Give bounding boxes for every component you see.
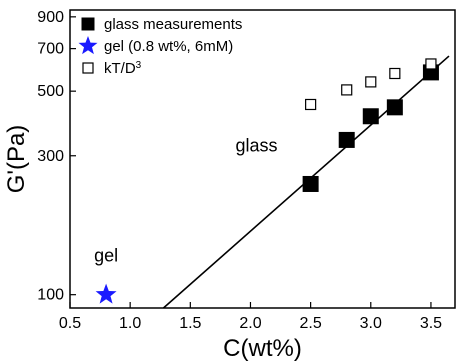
legend-marker	[78, 36, 98, 55]
x-tick-label: 1.5	[179, 315, 201, 332]
y-tick-label: 500	[37, 83, 64, 100]
kt-d3-point	[365, 76, 377, 88]
y-tick-label: 700	[37, 41, 64, 58]
gel-point	[95, 283, 117, 304]
x-tick-label: 3.0	[360, 315, 382, 332]
glass-measurement-point	[302, 175, 319, 192]
y-tick-label: 300	[37, 148, 64, 165]
x-tick-label: 1.0	[119, 315, 141, 332]
annotation-gel: gel	[94, 246, 118, 266]
x-tick-label: 2.0	[239, 315, 261, 332]
y-axis-title: G'(Pa)	[3, 125, 30, 194]
x-tick-label: 2.5	[300, 315, 322, 332]
x-tick-label: 3.5	[420, 315, 442, 332]
legend-marker	[81, 17, 95, 31]
legend-label: gel (0.8 wt%, 6mM)	[104, 38, 233, 55]
kt-d3-point	[389, 67, 401, 80]
y-tick-label: 900	[37, 9, 64, 26]
legend-label: kT/D3	[104, 60, 142, 78]
legend-label: glass measurements	[104, 16, 242, 33]
kt-d3-point	[305, 98, 317, 111]
annotation-glass: glass	[235, 136, 277, 156]
x-axis-title: C(wt%)	[223, 335, 302, 362]
glass-measurement-point	[362, 108, 379, 125]
x-tick-label: 0.5	[59, 315, 81, 332]
legend-marker	[82, 62, 94, 74]
kt-d3-point	[425, 58, 437, 70]
plot-frame	[69, 9, 456, 309]
kt-d3-point	[341, 84, 353, 96]
glass-measurement-point	[338, 131, 355, 148]
y-tick-label: 100	[37, 287, 64, 304]
glass-measurement-point	[386, 99, 403, 116]
